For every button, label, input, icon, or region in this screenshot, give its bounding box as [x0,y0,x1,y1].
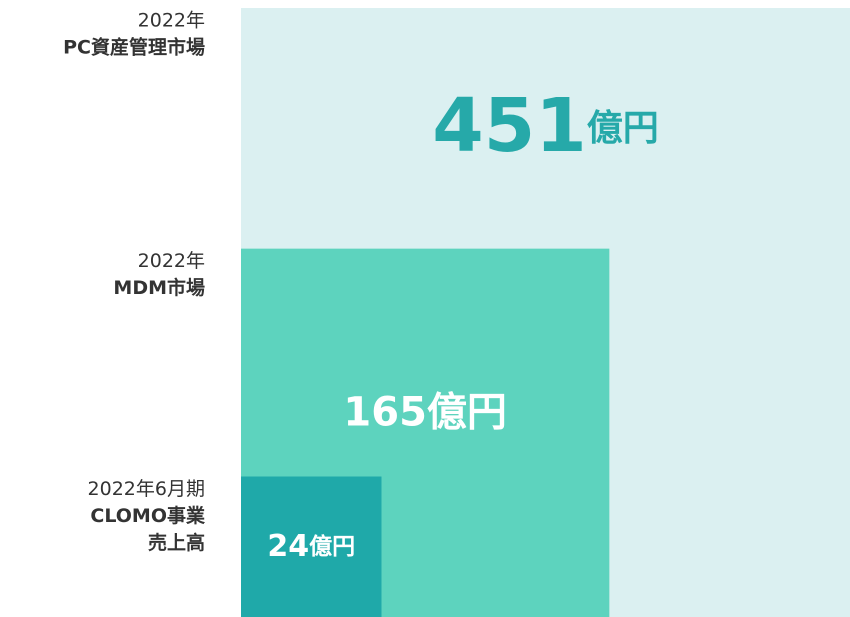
square [241,476,382,617]
value-unit: 億円 [427,389,507,435]
category-label: PC資産管理市場 [63,36,205,59]
period-label: 2022年 [138,10,205,32]
period-label: 2022年 [138,250,205,272]
category-label: CLOMO事業 [90,504,206,527]
value-unit: 億円 [309,532,355,559]
value-label: 451億円 [432,82,658,168]
value-number: 24 [267,528,309,563]
value-number: 165 [343,389,427,435]
value-label: 24億円 [267,528,355,563]
value-label: 165億円 [343,389,507,435]
value-number: 451 [432,82,586,168]
category-label: 売上高 [148,531,205,554]
category-label: MDM市場 [113,276,205,299]
value-unit: 億円 [587,108,659,149]
period-label: 2022年6月期 [88,478,205,500]
